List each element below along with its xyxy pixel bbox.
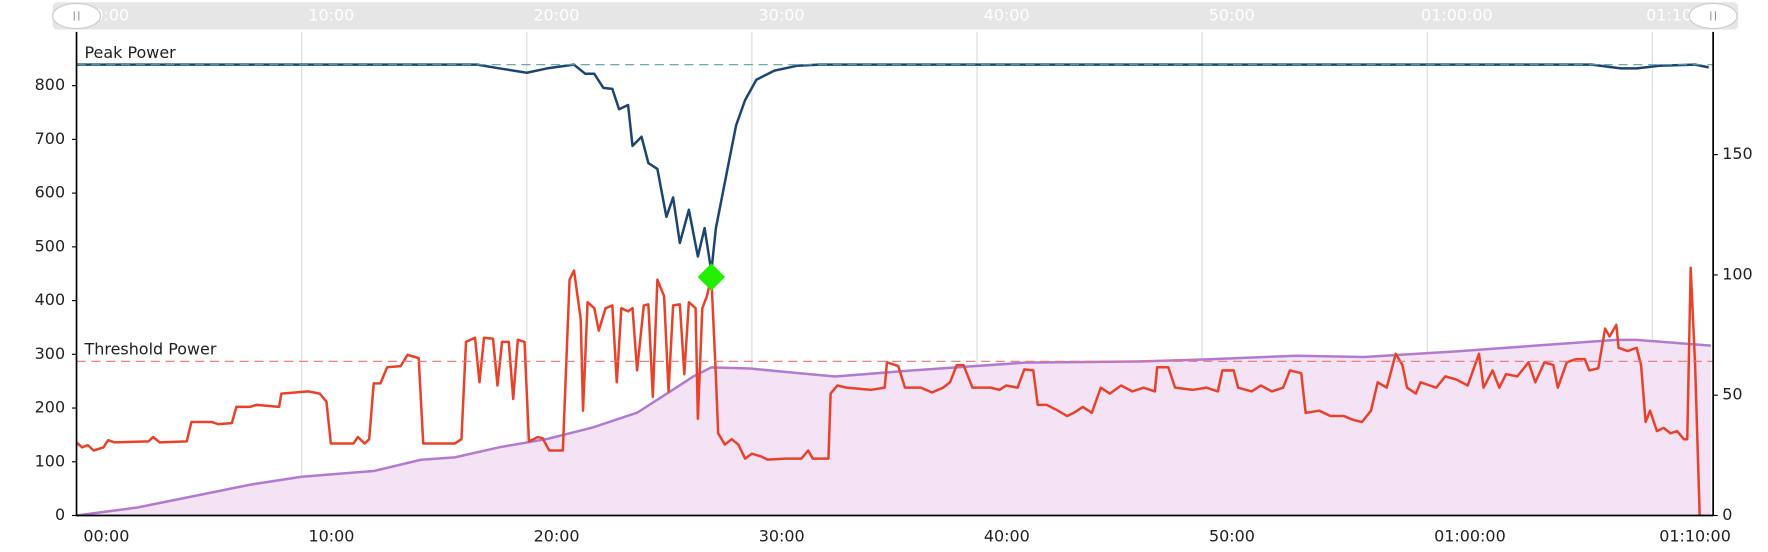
navigator-label: 20:00 (533, 5, 579, 24)
x-tick-label: 40:00 (984, 527, 1030, 546)
reference-label: Threshold Power (84, 339, 217, 358)
line (76, 338, 1711, 517)
navigator-track (52, 2, 1739, 30)
navigator-label: 01:00:00 (1421, 5, 1493, 24)
y2-tick-label: 150 (1722, 144, 1752, 163)
y-tick-label: 500 (35, 236, 65, 255)
x-tick-label: 50:00 (1209, 527, 1255, 546)
y-tick-label: 400 (35, 290, 65, 309)
navigator-label: 30:00 (759, 5, 805, 24)
y-tick-label: 700 (35, 129, 65, 148)
navigator-label: 50:00 (1209, 5, 1255, 24)
x-tick-label: 01:10:00 (1659, 527, 1731, 546)
x-tick-label: 01:00:00 (1434, 527, 1506, 546)
x-tick-label: 20:00 (534, 527, 580, 546)
y-tick-label: 100 (35, 451, 65, 470)
y2-tick-label: 100 (1722, 264, 1752, 283)
y-tick-label: 200 (35, 398, 65, 417)
navigator-handle[interactable] (1688, 2, 1738, 30)
x-tick-label: 30:00 (759, 527, 805, 546)
x-tick-label: 00:00 (83, 527, 129, 546)
navigator-label: 40:00 (984, 5, 1030, 24)
reference-label: Peak Power (85, 43, 177, 62)
x-tick-label: 10:00 (308, 527, 354, 546)
peak-marker (697, 263, 726, 291)
navigator-label: 10:00 (308, 5, 354, 24)
y2-tick-label: 0 (1722, 505, 1732, 524)
y-tick-label: 800 (35, 75, 65, 94)
y-tick-label: 0 (55, 505, 65, 524)
line (75, 266, 1701, 516)
line (76, 63, 1709, 273)
y-tick-label: 600 (35, 183, 65, 202)
y2-tick-label: 50 (1722, 385, 1742, 404)
area (76, 339, 1711, 516)
y-tick-label: 300 (35, 344, 65, 363)
navigator-handle[interactable] (52, 2, 102, 30)
